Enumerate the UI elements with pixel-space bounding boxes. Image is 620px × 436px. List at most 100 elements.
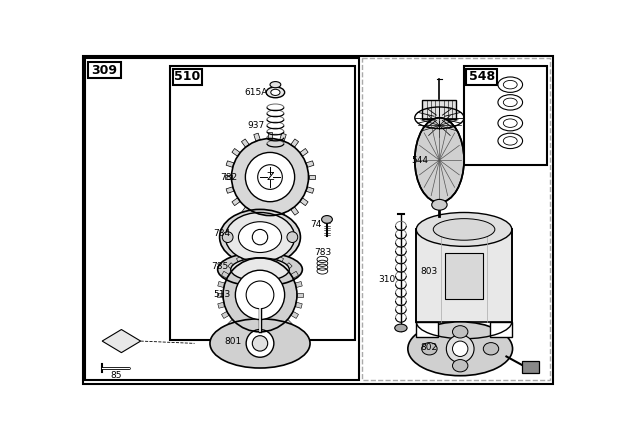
Text: 544: 544 (412, 156, 428, 165)
Polygon shape (277, 256, 283, 264)
Text: 783: 783 (314, 248, 331, 257)
Polygon shape (295, 282, 302, 287)
Ellipse shape (270, 82, 281, 88)
Text: 802: 802 (421, 343, 438, 352)
Ellipse shape (498, 116, 523, 131)
Ellipse shape (484, 343, 498, 355)
Bar (254, 288, 266, 299)
Polygon shape (280, 213, 286, 221)
Polygon shape (228, 263, 236, 270)
Text: 309: 309 (92, 64, 117, 77)
Bar (170, 66, 355, 340)
Text: 310: 310 (378, 275, 396, 284)
Polygon shape (226, 161, 234, 167)
Polygon shape (291, 311, 298, 318)
Polygon shape (217, 293, 223, 297)
Bar (422, 100, 456, 119)
Polygon shape (258, 332, 262, 338)
Polygon shape (254, 213, 260, 221)
Text: 513: 513 (213, 290, 230, 300)
Ellipse shape (271, 89, 280, 95)
Text: 801: 801 (224, 337, 242, 346)
Circle shape (287, 232, 298, 242)
Bar (416, 322, 438, 337)
Text: 937: 937 (247, 121, 265, 130)
Bar (363, 58, 551, 380)
Polygon shape (291, 207, 299, 215)
Bar (416, 229, 512, 322)
Polygon shape (241, 207, 249, 215)
Circle shape (246, 153, 294, 202)
Polygon shape (226, 187, 234, 193)
Polygon shape (241, 139, 249, 147)
Polygon shape (291, 271, 298, 279)
Polygon shape (285, 320, 292, 327)
Ellipse shape (408, 322, 513, 376)
Text: 785: 785 (211, 262, 229, 271)
Polygon shape (228, 320, 236, 327)
Text: 74: 74 (311, 220, 322, 229)
Polygon shape (309, 175, 316, 179)
Ellipse shape (498, 95, 523, 110)
Text: 782: 782 (221, 173, 237, 181)
Polygon shape (218, 302, 225, 308)
Text: 548: 548 (469, 71, 495, 83)
Polygon shape (258, 252, 262, 258)
Ellipse shape (322, 215, 332, 223)
Ellipse shape (453, 326, 468, 338)
Ellipse shape (503, 80, 517, 89)
Ellipse shape (432, 199, 447, 210)
Text: eReplacementParts.com: eReplacementParts.com (250, 238, 386, 248)
Polygon shape (300, 149, 308, 156)
Circle shape (246, 330, 274, 357)
Text: 85: 85 (110, 371, 122, 380)
Circle shape (453, 341, 468, 357)
Circle shape (446, 335, 474, 363)
Polygon shape (268, 132, 272, 139)
Polygon shape (224, 175, 231, 179)
Ellipse shape (231, 258, 290, 281)
Circle shape (246, 281, 274, 309)
Circle shape (252, 336, 268, 351)
Circle shape (252, 229, 268, 245)
Polygon shape (285, 263, 292, 270)
Polygon shape (306, 161, 314, 167)
Polygon shape (102, 330, 141, 353)
Polygon shape (254, 133, 260, 141)
Bar (522, 361, 539, 373)
Polygon shape (236, 326, 244, 334)
Bar (249, 297, 272, 313)
Polygon shape (236, 256, 244, 264)
Circle shape (258, 165, 282, 189)
Polygon shape (291, 139, 299, 147)
Ellipse shape (266, 87, 285, 98)
Ellipse shape (422, 343, 437, 355)
Ellipse shape (210, 319, 310, 368)
Bar (445, 252, 484, 299)
Polygon shape (232, 198, 240, 206)
Circle shape (222, 232, 233, 242)
Ellipse shape (219, 209, 301, 265)
Polygon shape (267, 252, 273, 260)
Text: Z: Z (266, 172, 274, 182)
Ellipse shape (415, 118, 464, 202)
Polygon shape (267, 330, 273, 337)
Ellipse shape (395, 324, 407, 332)
Polygon shape (280, 133, 286, 141)
Text: 803: 803 (421, 267, 438, 276)
Text: 784: 784 (213, 229, 230, 238)
Polygon shape (306, 187, 314, 193)
Polygon shape (295, 302, 302, 308)
Polygon shape (300, 198, 308, 206)
Bar (464, 66, 547, 165)
Bar (466, 69, 497, 85)
Ellipse shape (225, 212, 294, 262)
Ellipse shape (498, 77, 523, 92)
Text: 510: 510 (174, 71, 201, 83)
Ellipse shape (218, 252, 303, 286)
Ellipse shape (433, 218, 495, 240)
Polygon shape (221, 311, 229, 318)
Bar (88, 61, 121, 78)
Circle shape (231, 139, 309, 215)
Polygon shape (277, 326, 283, 334)
